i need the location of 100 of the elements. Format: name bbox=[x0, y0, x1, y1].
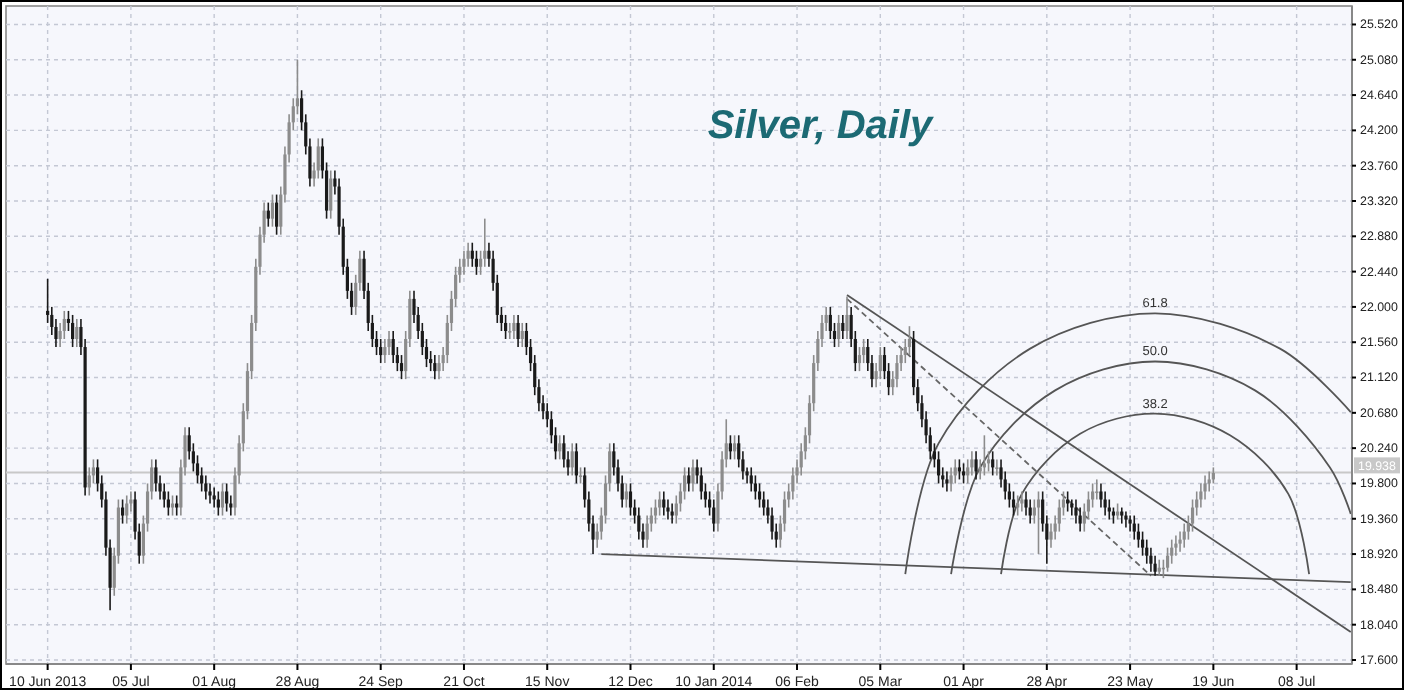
candlestick bbox=[862, 338, 866, 364]
candlestick bbox=[175, 494, 179, 517]
candlestick bbox=[399, 354, 404, 380]
candlestick bbox=[970, 450, 974, 477]
candlestick bbox=[857, 346, 862, 372]
text: Silver, Daily bbox=[707, 104, 935, 148]
candlestick bbox=[1170, 538, 1174, 565]
candlestick bbox=[662, 490, 666, 517]
candlestick bbox=[508, 322, 512, 340]
candlestick bbox=[275, 193, 279, 236]
candlestick bbox=[841, 314, 845, 340]
candlestick bbox=[691, 458, 695, 493]
candlestick bbox=[1182, 522, 1186, 549]
candlestick bbox=[470, 241, 474, 268]
candlestick bbox=[895, 354, 899, 388]
candlestick bbox=[1011, 490, 1016, 517]
candlestick bbox=[437, 354, 441, 380]
candlestick bbox=[1049, 522, 1053, 549]
candlestick bbox=[995, 458, 999, 477]
candlestick bbox=[212, 486, 216, 509]
candlestick bbox=[329, 169, 333, 220]
candlestick bbox=[828, 306, 832, 340]
candlestick bbox=[462, 249, 466, 276]
candlestick bbox=[562, 434, 566, 469]
candlestick bbox=[732, 434, 737, 461]
candlestick bbox=[1132, 514, 1136, 541]
candlestick bbox=[1107, 498, 1111, 521]
candlestick bbox=[699, 466, 703, 501]
candlestick bbox=[316, 137, 320, 180]
candlestick bbox=[483, 217, 487, 268]
candlestick bbox=[1203, 474, 1207, 501]
candlestick bbox=[791, 466, 795, 501]
candlestick bbox=[1140, 530, 1145, 557]
candlestick bbox=[520, 322, 524, 348]
candlestick bbox=[637, 506, 641, 541]
candlestick bbox=[953, 458, 957, 485]
candlestick bbox=[125, 494, 129, 525]
candlestick bbox=[845, 295, 849, 340]
candlestick bbox=[966, 458, 970, 485]
candlestick bbox=[1024, 490, 1028, 517]
candlestick bbox=[1199, 482, 1203, 509]
candlestick bbox=[204, 474, 208, 501]
candlestick bbox=[666, 498, 670, 521]
candlestick bbox=[949, 466, 953, 493]
candlestick bbox=[957, 458, 961, 481]
candlestick bbox=[1016, 494, 1020, 517]
candlestick bbox=[1157, 558, 1161, 577]
candlestick bbox=[87, 466, 91, 497]
candlestick bbox=[753, 474, 757, 501]
candlestick bbox=[1207, 470, 1211, 493]
candlestick bbox=[1020, 490, 1024, 513]
candlestick bbox=[837, 314, 841, 348]
candlestick bbox=[670, 502, 674, 525]
candlestick bbox=[1136, 522, 1141, 549]
candlestick bbox=[1174, 534, 1178, 557]
candlestick bbox=[516, 314, 520, 348]
candlestick bbox=[1178, 530, 1182, 553]
candlestick bbox=[62, 310, 66, 340]
candlestick bbox=[1103, 490, 1107, 517]
candlestick bbox=[982, 434, 986, 477]
candlestick bbox=[504, 314, 508, 340]
candlestick bbox=[1066, 490, 1070, 513]
candlestick bbox=[383, 338, 387, 364]
candlestick bbox=[266, 201, 270, 228]
candlestick bbox=[1028, 498, 1032, 525]
candlestick bbox=[1120, 506, 1124, 525]
candlestick bbox=[120, 498, 125, 525]
candlestick bbox=[1095, 478, 1099, 501]
candlestick bbox=[878, 346, 882, 380]
candlestick bbox=[712, 498, 716, 533]
candlestick bbox=[936, 450, 941, 485]
candlestick bbox=[166, 490, 170, 517]
candlestick bbox=[570, 442, 574, 477]
candlestick bbox=[1074, 498, 1078, 525]
candlestick bbox=[225, 482, 229, 513]
candlestick bbox=[512, 314, 516, 340]
candlestick bbox=[466, 241, 470, 268]
candlestick bbox=[208, 482, 212, 505]
candlestick bbox=[762, 490, 766, 517]
candlestick bbox=[728, 434, 733, 461]
candlestick bbox=[75, 318, 79, 348]
candlestick bbox=[162, 482, 166, 509]
candlestick bbox=[1153, 554, 1157, 577]
candlestick bbox=[991, 450, 995, 477]
candlestick bbox=[379, 338, 383, 364]
candlestick bbox=[216, 490, 220, 517]
candlestick bbox=[1099, 482, 1103, 509]
candlestick bbox=[1165, 546, 1170, 573]
candlestick bbox=[907, 325, 912, 356]
candlestick bbox=[1145, 538, 1149, 565]
candlestick bbox=[945, 470, 949, 493]
candlestick bbox=[474, 249, 479, 276]
candlestick bbox=[220, 482, 225, 517]
candlestick bbox=[687, 466, 691, 493]
candlestick bbox=[1078, 506, 1082, 533]
candlestick bbox=[624, 482, 628, 509]
candlestick bbox=[1124, 510, 1128, 529]
candlestick bbox=[974, 450, 978, 481]
candlestick bbox=[749, 466, 753, 493]
candlestick bbox=[574, 442, 578, 485]
